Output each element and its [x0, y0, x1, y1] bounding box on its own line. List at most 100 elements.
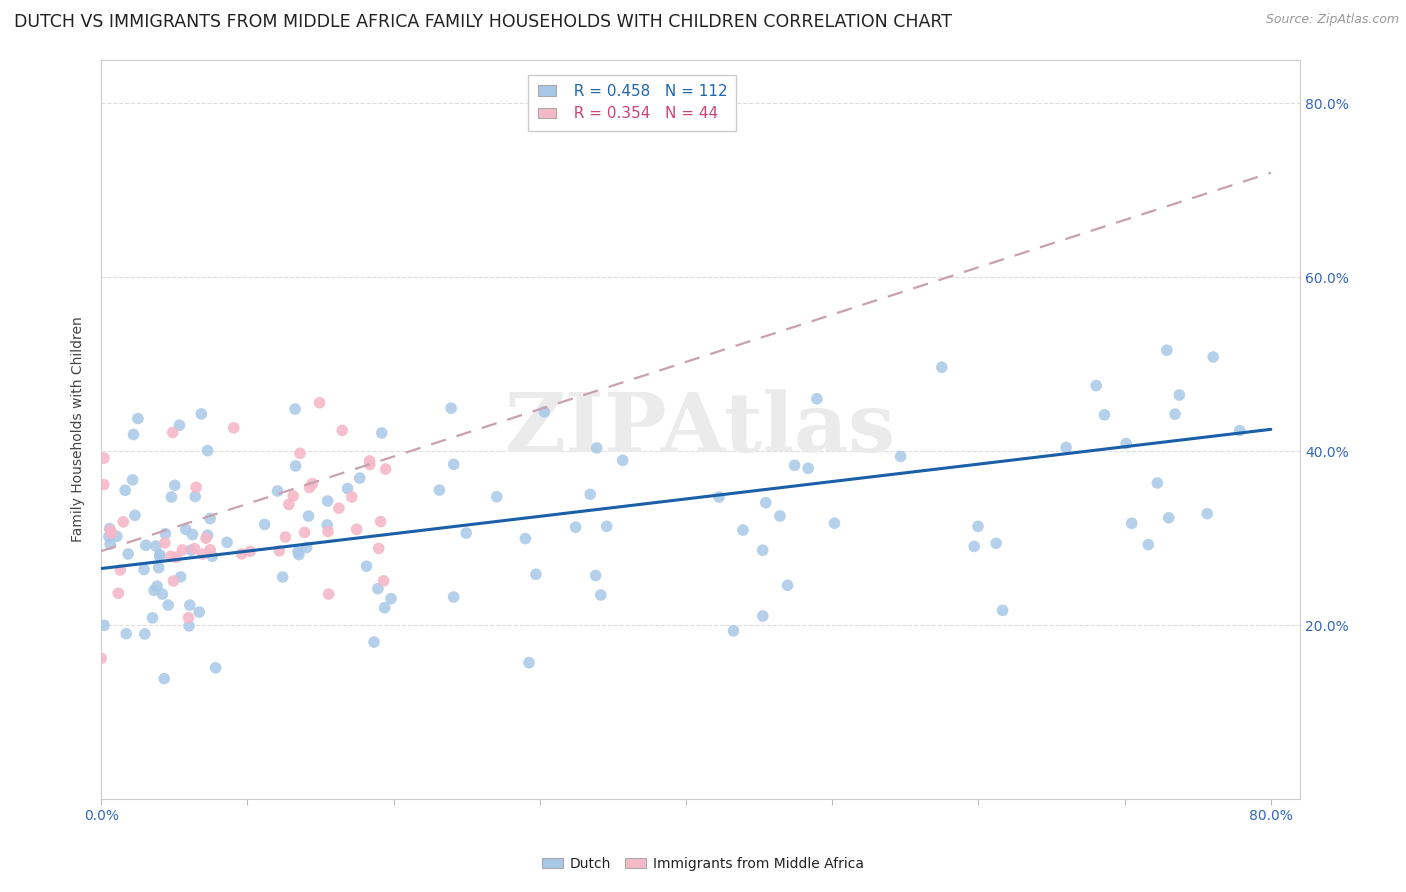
- Point: [1094, 408, 1116, 422]
- Point: [1168, 388, 1191, 402]
- Point: [374, 600, 396, 615]
- Point: [427, 483, 450, 497]
- Point: [277, 498, 299, 512]
- Point: [806, 392, 828, 406]
- Point: [155, 526, 177, 541]
- Point: [200, 542, 222, 557]
- Point: [198, 511, 221, 525]
- Point: [183, 541, 205, 556]
- Legend: Dutch, Immigrants from Middle Africa: Dutch, Immigrants from Middle Africa: [537, 851, 869, 876]
- Point: [184, 490, 207, 504]
- Point: [371, 425, 394, 440]
- Point: [456, 526, 478, 541]
- Point: [93, 477, 115, 491]
- Point: [98, 537, 121, 551]
- Point: [440, 401, 463, 416]
- Point: [330, 424, 353, 438]
- Point: [931, 360, 953, 375]
- Point: [301, 476, 323, 491]
- Point: [1164, 407, 1187, 421]
- Point: [152, 587, 174, 601]
- Point: [1229, 424, 1251, 438]
- Point: [188, 605, 211, 619]
- Point: [283, 489, 305, 503]
- Point: [239, 544, 262, 558]
- Point: [122, 427, 145, 442]
- Point: [97, 530, 120, 544]
- Point: [1197, 507, 1219, 521]
- Point: [174, 523, 197, 537]
- Point: [134, 627, 156, 641]
- Point: [148, 560, 170, 574]
- Point: [115, 626, 138, 640]
- Point: [153, 536, 176, 550]
- Point: [217, 535, 239, 549]
- Point: [579, 487, 602, 501]
- Point: [723, 624, 745, 638]
- Point: [585, 441, 607, 455]
- Point: [1137, 538, 1160, 552]
- Point: [132, 563, 155, 577]
- Point: [776, 578, 799, 592]
- Point: [294, 525, 316, 540]
- Point: [159, 549, 181, 564]
- Point: [287, 545, 309, 559]
- Point: [93, 618, 115, 632]
- Point: [231, 547, 253, 561]
- Y-axis label: Family Households with Children: Family Households with Children: [72, 317, 86, 542]
- Point: [612, 453, 634, 467]
- Point: [589, 588, 612, 602]
- Point: [316, 517, 339, 532]
- Point: [297, 509, 319, 524]
- Point: [117, 547, 139, 561]
- Point: [274, 530, 297, 544]
- Point: [517, 656, 540, 670]
- Point: [751, 543, 773, 558]
- Point: [124, 508, 146, 523]
- Point: [160, 490, 183, 504]
- Point: [443, 590, 465, 604]
- Point: [752, 609, 775, 624]
- Point: [823, 516, 845, 531]
- Point: [318, 587, 340, 601]
- Point: [1146, 475, 1168, 490]
- Point: [149, 548, 172, 562]
- Point: [963, 540, 986, 554]
- Point: [112, 515, 135, 529]
- Point: [162, 574, 184, 588]
- Point: [105, 529, 128, 543]
- Point: [271, 570, 294, 584]
- Point: [146, 579, 169, 593]
- Point: [359, 454, 381, 468]
- Point: [169, 418, 191, 433]
- Point: [967, 519, 990, 533]
- Point: [107, 586, 129, 600]
- Point: [180, 543, 202, 558]
- Point: [367, 582, 389, 596]
- Point: [177, 610, 200, 624]
- Point: [890, 450, 912, 464]
- Point: [336, 482, 359, 496]
- Point: [184, 480, 207, 494]
- Point: [359, 458, 381, 472]
- Point: [370, 515, 392, 529]
- Point: [783, 458, 806, 473]
- Point: [284, 458, 307, 473]
- Point: [1156, 343, 1178, 358]
- Text: Source: ZipAtlas.com: Source: ZipAtlas.com: [1265, 13, 1399, 27]
- Point: [93, 451, 115, 466]
- Point: [533, 405, 555, 419]
- Point: [191, 547, 214, 561]
- Point: [380, 591, 402, 606]
- Point: [100, 524, 122, 538]
- Point: [127, 411, 149, 425]
- Point: [346, 522, 368, 536]
- Point: [731, 523, 754, 537]
- Point: [340, 490, 363, 504]
- Legend:   R = 0.458   N = 112,   R = 0.354   N = 44: R = 0.458 N = 112, R = 0.354 N = 44: [529, 75, 737, 130]
- Point: [179, 598, 201, 612]
- Point: [1115, 436, 1137, 450]
- Point: [984, 536, 1007, 550]
- Point: [110, 563, 132, 577]
- Point: [755, 496, 778, 510]
